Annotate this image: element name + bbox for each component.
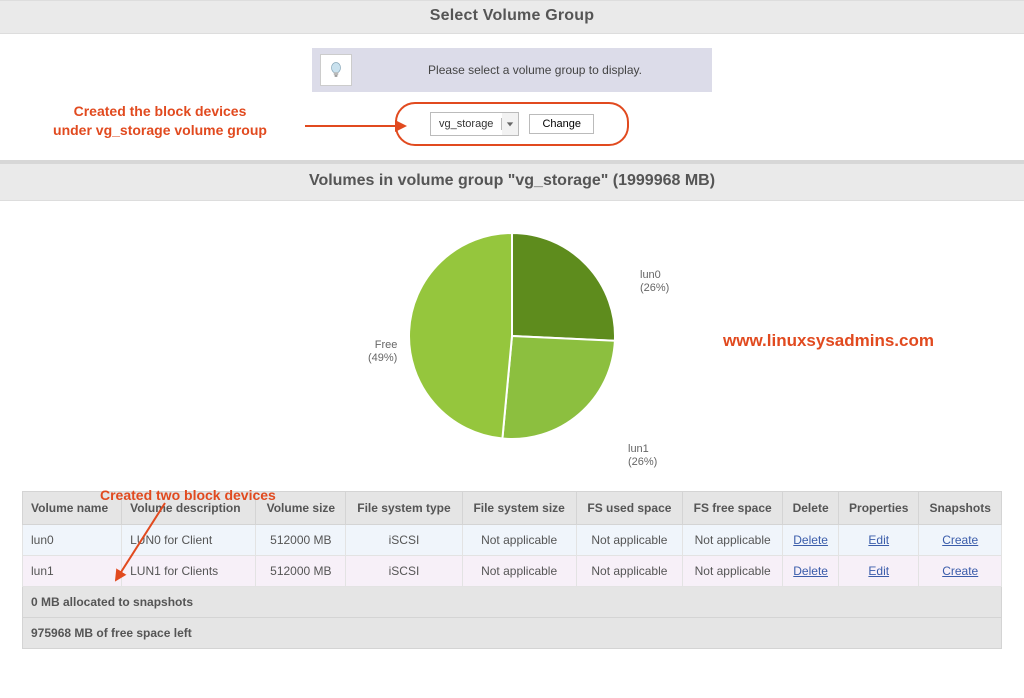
pie-slice <box>512 233 615 341</box>
change-button[interactable]: Change <box>529 114 594 134</box>
volumes-table: Volume nameVolume descriptionVolume size… <box>22 491 1002 649</box>
vg-select[interactable]: vg_storage <box>430 112 519 136</box>
table-body: lun0LUN0 for Client512000 MBiSCSINot app… <box>23 525 1002 587</box>
pie-label-lun0: lun0 (26%) <box>640 269 669 295</box>
cell-fs-type: iSCSI <box>346 525 462 556</box>
table-col-header: File system size <box>462 492 576 525</box>
edit-link[interactable]: Edit <box>868 533 889 547</box>
chevron-down-icon <box>502 113 518 135</box>
cell-volume-desc: LUN1 for Clients <box>122 556 256 587</box>
table-row: lun0LUN0 for Client512000 MBiSCSINot app… <box>23 525 1002 556</box>
table-col-header: FS used space <box>576 492 682 525</box>
cell-volume-desc: LUN0 for Client <box>122 525 256 556</box>
table-row: lun1LUN1 for Clients512000 MBiSCSINot ap… <box>23 556 1002 587</box>
pie-label-lun1: lun1 (26%) <box>628 443 657 469</box>
cell-volume-name: lun0 <box>23 525 122 556</box>
cell-fs-type: iSCSI <box>346 556 462 587</box>
pie-label-free: Free (49%) <box>368 339 397 365</box>
table-col-header: Properties <box>839 492 919 525</box>
edit-link[interactable]: Edit <box>868 564 889 578</box>
page-title: Select Volume Group <box>0 0 1024 34</box>
cell-volume-name: lun1 <box>23 556 122 587</box>
table-col-header: Delete <box>783 492 839 525</box>
sub-header-text: Volumes in volume group "vg_storage" (19… <box>309 172 715 189</box>
pie-chart-area: lun0 (26%) lun1 (26%) Free (49%) www.lin… <box>0 221 1024 481</box>
cell-fs-size: Not applicable <box>462 525 576 556</box>
annotation-created-block-devices: Created the block devices under vg_stora… <box>20 102 300 140</box>
watermark: www.linuxsysadmins.com <box>723 331 934 351</box>
pie-chart <box>407 231 617 441</box>
pie-slice <box>502 336 614 439</box>
page-title-text: Select Volume Group <box>430 7 594 24</box>
pie-slice <box>409 233 512 439</box>
annotation-two-block-devices: Created two block devices <box>100 486 360 505</box>
delete-link[interactable]: Delete <box>793 533 828 547</box>
cell-volume-size: 512000 MB <box>256 556 346 587</box>
vg-select-value: vg_storage <box>431 118 502 130</box>
cell-fs-size: Not applicable <box>462 556 576 587</box>
delete-link[interactable]: Delete <box>793 564 828 578</box>
info-banner: Please select a volume group to display. <box>312 48 712 92</box>
cell-fs-used: Not applicable <box>576 525 682 556</box>
table-footer-row: 975968 MB of free space left <box>23 618 1002 649</box>
create-snapshot-link[interactable]: Create <box>942 533 978 547</box>
snapshots-allocated: 0 MB allocated to snapshots <box>23 587 1002 618</box>
table-col-header: Snapshots <box>919 492 1002 525</box>
create-snapshot-link[interactable]: Create <box>942 564 978 578</box>
table-col-header: FS free space <box>683 492 783 525</box>
cell-volume-size: 512000 MB <box>256 525 346 556</box>
vg-selector-highlight: vg_storage Change <box>395 102 629 146</box>
cell-fs-free: Not applicable <box>683 556 783 587</box>
table-col-header: File system type <box>346 492 462 525</box>
cell-fs-free: Not applicable <box>683 525 783 556</box>
info-text: Please select a volume group to display. <box>366 63 704 77</box>
free-space-left: 975968 MB of free space left <box>23 618 1002 649</box>
sub-header: Volumes in volume group "vg_storage" (19… <box>0 160 1024 201</box>
lightbulb-icon <box>320 54 352 86</box>
table-footer-row: 0 MB allocated to snapshots <box>23 587 1002 618</box>
cell-fs-used: Not applicable <box>576 556 682 587</box>
